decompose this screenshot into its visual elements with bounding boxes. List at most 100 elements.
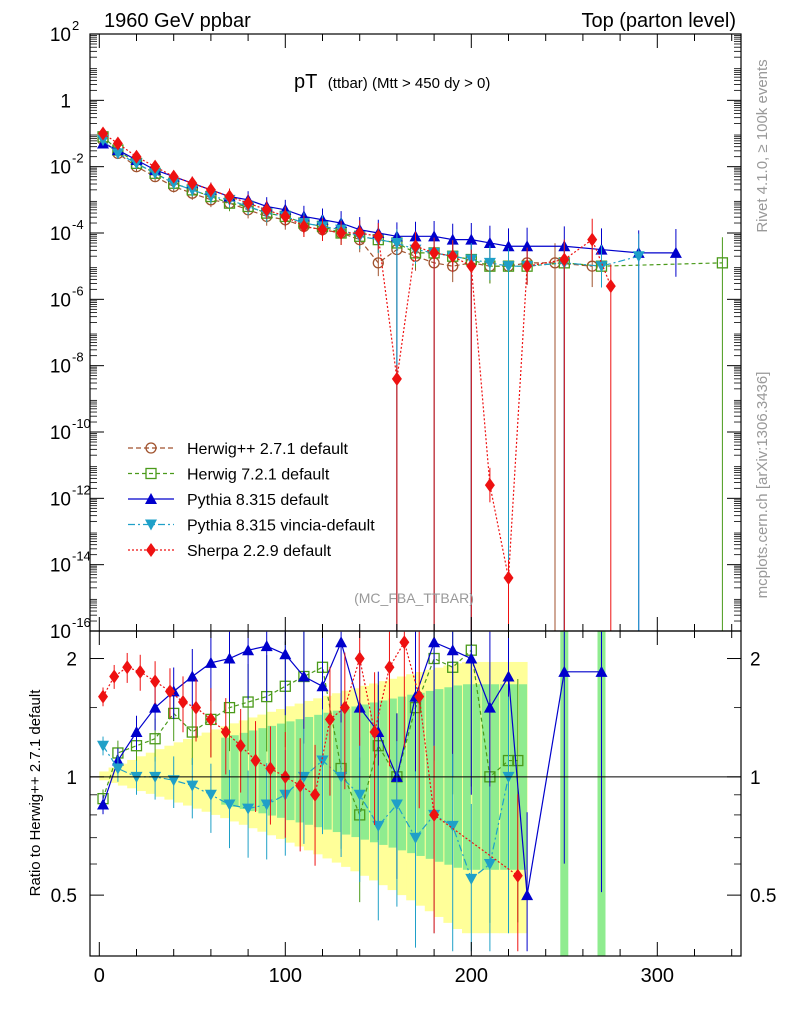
ratio-point [111, 763, 124, 775]
y-tick-exponent: -4 [72, 217, 84, 232]
data-point [391, 371, 402, 386]
data-point [484, 478, 495, 493]
plot-title-sub: (ttbar) (Mtt > 450 dy > 0) [328, 75, 491, 92]
ratio-point [558, 665, 571, 677]
ratio-point [595, 665, 608, 677]
ratio-y-tick-label: 2 [66, 650, 77, 671]
y-tick-exponent: -14 [72, 549, 91, 564]
ratio-line [102, 640, 602, 896]
header-right: Top (parton level) [581, 10, 736, 32]
data-point [483, 236, 496, 248]
legend-label: Sherpa 2.2.9 default [187, 543, 332, 560]
ratio-point [223, 799, 236, 811]
green-band [407, 694, 416, 854]
ratio-point [316, 680, 329, 692]
green-band [249, 730, 258, 812]
ratio-point [353, 789, 366, 801]
green-band [230, 735, 239, 807]
y-tick-label: 10 [50, 25, 71, 46]
legend-label: Pythia 8.315 vincia-default [187, 518, 375, 535]
data-point [669, 246, 682, 258]
data-point [503, 570, 514, 585]
ratio-point [502, 670, 515, 682]
data-point [111, 148, 124, 160]
data-point [167, 178, 180, 190]
ratio-point [399, 635, 410, 650]
y-tick-label: 10 [50, 423, 71, 444]
chart-marks [97, 126, 729, 952]
legend-marker [145, 519, 157, 531]
ratio-point [135, 664, 146, 679]
ratio-point [512, 868, 523, 883]
plot-title-main: pT [294, 71, 317, 93]
ratio-point [97, 798, 110, 810]
data-point [261, 202, 272, 217]
ratio-y-tick-label: 1 [750, 768, 761, 789]
yellow-band [164, 745, 175, 800]
ratio-point [390, 799, 403, 811]
data-point [447, 249, 458, 264]
y-tick-label: 10 [50, 622, 71, 643]
green-band [444, 687, 453, 865]
data-point [317, 222, 328, 237]
data-point [205, 182, 216, 197]
y-tick-exponent: -2 [72, 151, 84, 166]
ratio-point [483, 859, 496, 871]
data-point [428, 230, 441, 242]
ratio-point [279, 648, 292, 660]
data-point [521, 240, 534, 252]
ratio-point [414, 689, 425, 704]
ratio-point [167, 775, 180, 787]
ratio-point [339, 700, 350, 715]
y-tick-exponent: -12 [72, 482, 91, 497]
series-0 [97, 134, 598, 631]
x-tick-label: 200 [455, 965, 488, 987]
ratio-y-tick-label: 1 [66, 768, 77, 789]
ratio-point [97, 740, 110, 752]
ratio-panel-frame [89, 630, 742, 957]
data-point [187, 176, 198, 191]
series-line [102, 133, 612, 579]
ratio-point [316, 755, 329, 767]
ratio-point [149, 733, 161, 745]
x-tick-label: 0 [94, 965, 105, 987]
ratio-point [204, 789, 217, 801]
green-band [360, 704, 369, 840]
green-band [286, 721, 295, 821]
green-band [416, 692, 425, 856]
y-tick-exponent: -16 [72, 615, 91, 630]
ratio-point [354, 651, 365, 666]
green-band [388, 698, 397, 848]
ratio-point [265, 761, 276, 776]
ratio-point [149, 701, 162, 713]
green-band [277, 723, 286, 818]
ratio-point [186, 670, 199, 682]
data-point [98, 126, 109, 141]
data-point [149, 168, 162, 180]
ratio-point [384, 660, 395, 675]
ratio-point [324, 712, 335, 727]
data-point [605, 279, 616, 294]
data-point [336, 226, 347, 240]
ratio-point [465, 873, 478, 885]
legend-label: Pythia 8.315 default [187, 492, 329, 509]
ratio-point [205, 712, 216, 727]
data-point [97, 135, 110, 147]
legend-marker [145, 493, 157, 504]
ratio-point [235, 738, 246, 753]
yellow-band [117, 763, 128, 786]
yellow-band [99, 771, 110, 781]
legend-marker [145, 467, 157, 480]
x-tick-label: 300 [641, 965, 674, 987]
y-tick-label: 10 [50, 556, 71, 577]
y-tick-exponent: -10 [72, 416, 91, 431]
ratio-y-tick-label: 2 [750, 650, 761, 671]
yellow-band [201, 732, 212, 812]
ratio-point [446, 644, 459, 656]
ratio-point [483, 701, 496, 713]
ratio-point [223, 701, 236, 714]
y-tick-label: 10 [50, 357, 71, 378]
ratio-point [446, 820, 459, 832]
green-band [379, 700, 388, 845]
